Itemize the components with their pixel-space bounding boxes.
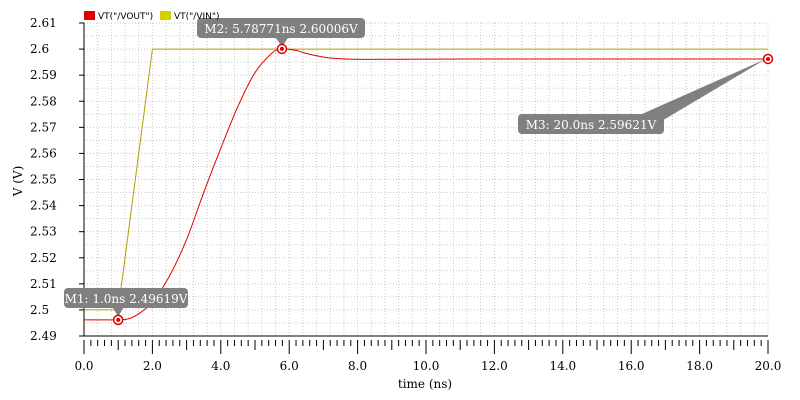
marker-layer: M1: 1.0ns 2.49619V M2: 5.78771ns 2.60006V… xyxy=(64,18,774,326)
marker-point-center xyxy=(279,46,284,51)
x-tick-label: 4.0 xyxy=(211,359,230,373)
y-tick-label: 2.6 xyxy=(30,42,49,56)
marker-point-center xyxy=(116,317,121,322)
y-tick-label: 2.51 xyxy=(30,277,57,291)
x-tick-label: 10.0 xyxy=(413,359,440,373)
x-tick-label: 18.0 xyxy=(686,359,713,373)
x-tick-label: 2.0 xyxy=(143,359,162,373)
legend: VT("/VOUT") VT("/VIN") xyxy=(84,11,220,22)
x-tick-label: 6.0 xyxy=(280,359,299,373)
series-line-vout xyxy=(83,48,769,321)
series-line-vin xyxy=(84,48,768,311)
marker-label-box xyxy=(197,18,365,38)
y-tick-label: 2.54 xyxy=(30,199,57,213)
series-layer xyxy=(83,48,769,321)
marker-pointer xyxy=(275,38,288,47)
legend-swatch-vin xyxy=(160,11,171,20)
marker-point-center xyxy=(766,56,770,61)
marker-pointer xyxy=(642,58,766,122)
marker-label: M3: 20.0ns 2.59621V xyxy=(526,118,657,132)
marker-pointer xyxy=(113,308,124,317)
x-tick-label: 0.0 xyxy=(74,359,93,373)
y-tick-label: 2.52 xyxy=(30,251,57,265)
y-tick-label: 2.5 xyxy=(30,303,49,317)
x-tick-label: 12.0 xyxy=(481,359,508,373)
legend-label-vout: VT("/VOUT") xyxy=(98,12,153,22)
y-tick-label: 2.57 xyxy=(30,120,57,134)
y-tick-label: 2.58 xyxy=(30,94,57,108)
marker-label-box xyxy=(64,288,188,308)
x-tick-label: 20.0 xyxy=(755,359,782,373)
grid xyxy=(83,22,769,337)
x-tick-label: 16.0 xyxy=(618,359,645,373)
x-tick-label: 14.0 xyxy=(549,359,576,373)
y-tick-label: 2.55 xyxy=(30,173,57,187)
y-tick-label: 2.59 xyxy=(30,68,57,82)
x-tick-label: 8.0 xyxy=(348,359,367,373)
y-tick-label: 2.61 xyxy=(30,16,57,30)
legend-label-vin: VT("/VIN") xyxy=(174,12,220,22)
y-tick-label: 2.49 xyxy=(30,329,57,343)
y-tick-label: 2.53 xyxy=(30,225,57,239)
marker-label: M1: 1.0ns 2.49619V xyxy=(65,292,188,306)
marker-label: M2: 5.78771ns 2.60006V xyxy=(204,22,358,36)
x-axis-title: time (ns) xyxy=(398,377,452,391)
y-axis-title: V (V) xyxy=(11,166,25,198)
marker-label-box xyxy=(518,114,664,134)
y-tick-label: 2.56 xyxy=(30,146,57,160)
axes: 0.0 2.0 4.0 6.0 8.0 10.0 12.0 14.0 16.0 18.0 20.0 2… xyxy=(30,16,781,373)
legend-swatch-vout xyxy=(84,11,95,20)
